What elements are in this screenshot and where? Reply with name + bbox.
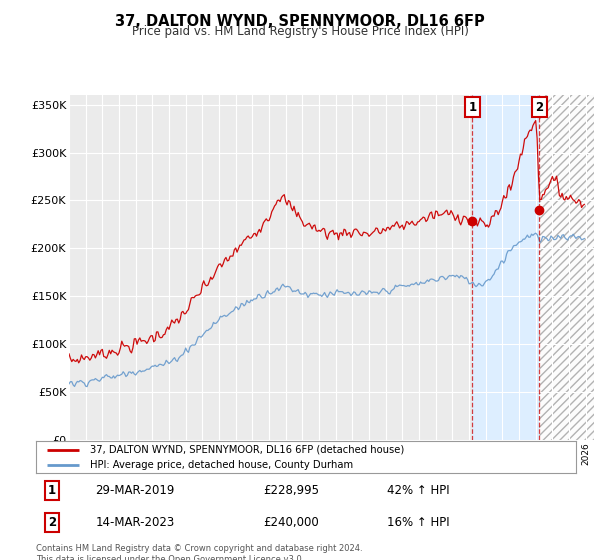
Text: 29-MAR-2019: 29-MAR-2019 [95,484,175,497]
Text: HPI: Average price, detached house, County Durham: HPI: Average price, detached house, Coun… [90,460,353,470]
Text: 16% ↑ HPI: 16% ↑ HPI [387,516,449,529]
Text: £228,995: £228,995 [263,484,319,497]
Text: Price paid vs. HM Land Registry's House Price Index (HPI): Price paid vs. HM Land Registry's House … [131,25,469,38]
Text: Contains HM Land Registry data © Crown copyright and database right 2024.
This d: Contains HM Land Registry data © Crown c… [36,544,362,560]
Text: 37, DALTON WYND, SPENNYMOOR, DL16 6FP (detached house): 37, DALTON WYND, SPENNYMOOR, DL16 6FP (d… [90,445,404,455]
Text: 14-MAR-2023: 14-MAR-2023 [95,516,175,529]
Text: 1: 1 [469,101,476,114]
Text: 2: 2 [535,101,543,114]
Text: 42% ↑ HPI: 42% ↑ HPI [387,484,449,497]
Text: 37, DALTON WYND, SPENNYMOOR, DL16 6FP: 37, DALTON WYND, SPENNYMOOR, DL16 6FP [115,14,485,29]
Text: £240,000: £240,000 [263,516,319,529]
Bar [472,95,539,440]
Bar [539,95,594,440]
Text: 2: 2 [48,516,56,529]
Bar [539,95,594,440]
Text: 1: 1 [48,484,56,497]
